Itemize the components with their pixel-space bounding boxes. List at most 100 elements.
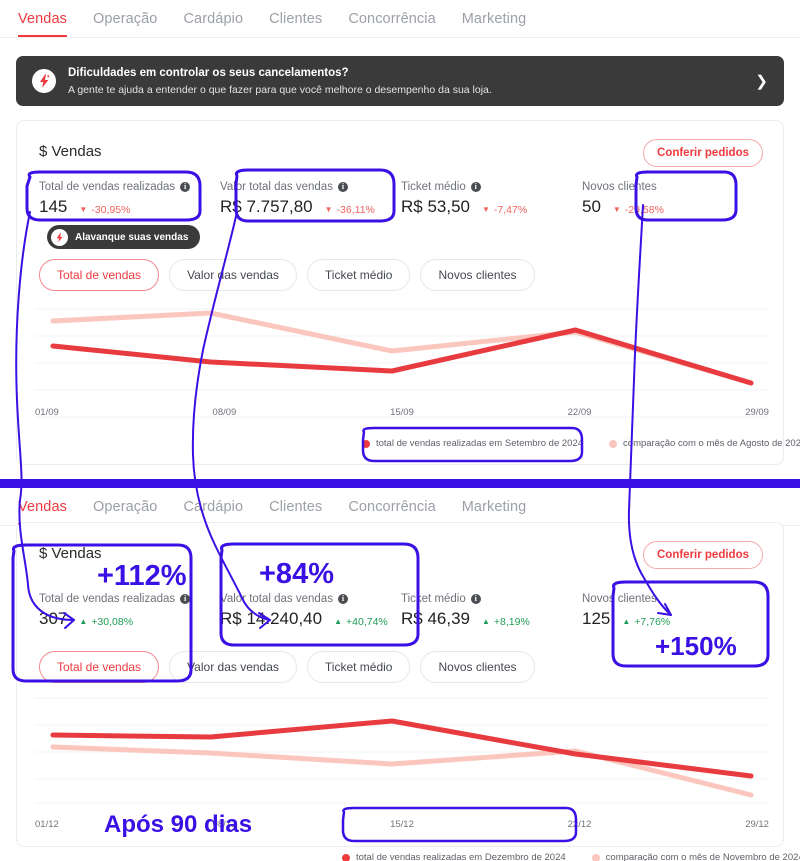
legend-item-current[interactable]: total de vendas realizadas em Setembro d…	[362, 438, 583, 449]
nav-tab-cardapio[interactable]: Cardápio	[183, 499, 244, 515]
chart-series-current	[50, 718, 754, 779]
legend-item-current[interactable]: total de vendas realizadas em Dezembro d…	[342, 852, 566, 861]
legend-dot-icon	[591, 853, 600, 861]
metric-value: 145	[39, 197, 68, 216]
metric-delta-text: +40,74%	[346, 616, 388, 628]
triangle-up-icon: ▲	[79, 617, 88, 626]
metric-label: Total de vendas realizadas i	[39, 181, 220, 193]
info-icon[interactable]: i	[470, 594, 481, 604]
chart-legend-before: total de vendas realizadas em Setembro d…	[362, 438, 800, 449]
metric-total-de-vendas-realizadas: Total de vendas realizadas i 307 ▲ +30,0…	[39, 593, 220, 629]
chart-x-axis-before: 01/09 08/09 15/09 22/09 29/09	[35, 407, 769, 418]
chip-valor-das-vendas[interactable]: Valor das vendas	[169, 651, 297, 683]
metric-label: Valor total das vendas i	[220, 593, 401, 605]
chip-novos-clientes[interactable]: Novos clientes	[420, 259, 535, 291]
axis-tick: 01/12	[35, 819, 59, 830]
conferir-pedidos-button[interactable]: Conferir pedidos	[642, 139, 763, 167]
cancellation-banner[interactable]: Dificuldades em controlar os seus cancel…	[16, 56, 784, 106]
metric-total-de-vendas-realizadas: Total de vendas realizadas i 145 ▼ -30,9…	[39, 181, 220, 217]
chip-total-de-vendas[interactable]: Total de vendas	[39, 651, 160, 683]
metric-label: Novos clientes	[582, 181, 763, 193]
metric-delta: ▼ -29,58%	[613, 204, 664, 216]
metric-label-text: Valor total das vendas	[220, 181, 333, 193]
metric-filter-chips-after: Total de vendas Valor das vendas Ticket …	[39, 651, 535, 683]
info-icon[interactable]: i	[337, 594, 348, 604]
sales-line-chart-after	[35, 691, 769, 811]
nav-tab-operacao[interactable]: Operação	[92, 499, 158, 515]
chip-valor-das-vendas[interactable]: Valor das vendas	[169, 259, 297, 291]
triangle-up-icon: ▲	[482, 617, 490, 626]
metric-row: 145 ▼ -30,95%	[39, 197, 220, 217]
metric-delta-text: +8,19%	[493, 616, 530, 628]
metric-label: Ticket médio i	[401, 593, 582, 605]
legend-item-comparison[interactable]: comparação com o mês de Agosto de 2024	[609, 438, 800, 449]
metric-label-text: Ticket médio	[401, 593, 466, 605]
metric-label-text: Ticket médio	[401, 181, 466, 193]
nav-tab-clientes[interactable]: Clientes	[269, 499, 323, 515]
axis-tick: 29/12	[745, 819, 769, 830]
chart-legend-after: total de vendas realizadas em Dezembro d…	[342, 852, 800, 861]
chip-ticket-medio[interactable]: Ticket médio	[306, 651, 411, 683]
annotation-growth-total-vendas: +112%	[97, 560, 187, 592]
info-icon[interactable]: i	[180, 182, 191, 192]
nav-tab-operacao[interactable]: Operação	[92, 11, 158, 27]
axis-tick: 15/12	[390, 819, 414, 830]
dashboard-panel-after: Vendas Operação Cardápio Clientes Concor…	[0, 488, 800, 861]
banner-title: Dificuldades em controlar os seus cancel…	[68, 66, 349, 79]
metric-label-text: Total de vendas realizadas	[39, 593, 176, 605]
chip-novos-clientes[interactable]: Novos clientes	[420, 651, 535, 683]
metric-delta: ▲ +30,08%	[79, 616, 133, 628]
axis-tick: 29/09	[745, 407, 769, 418]
chevron-right-icon[interactable]: ❯	[755, 72, 768, 90]
chart-svg	[35, 308, 769, 418]
axis-tick: 22/09	[567, 407, 592, 418]
metric-label: Novos clientes	[582, 593, 763, 605]
metric-label: Total de vendas realizadas i	[39, 593, 220, 605]
chart-gridlines	[35, 308, 769, 418]
info-icon[interactable]: i	[337, 182, 348, 192]
legend-dot-icon	[362, 439, 370, 448]
metric-delta-text: -29,58%	[624, 204, 664, 216]
conferir-pedidos-button[interactable]: Conferir pedidos	[642, 541, 763, 569]
nav-tab-vendas[interactable]: Vendas	[18, 11, 67, 37]
axis-tick: 22/12	[567, 819, 592, 830]
nav-tab-concorrencia[interactable]: Concorrência	[348, 499, 436, 515]
metric-delta: ▼ -36,11%	[325, 204, 375, 216]
annotation-growth-novos-clientes: +150%	[655, 631, 737, 661]
metric-delta-text: -36,11%	[336, 204, 375, 216]
axis-tick: 15/09	[390, 407, 414, 418]
metric-row: 307 ▲ +30,08%	[39, 609, 220, 629]
metric-value: 125	[582, 609, 611, 628]
triangle-up-icon: ▲	[334, 617, 343, 626]
nav-tab-marketing[interactable]: Marketing	[461, 11, 527, 27]
info-icon[interactable]: i	[180, 594, 191, 604]
nav-tab-concorrencia[interactable]: Concorrência	[348, 11, 436, 27]
nav-tab-marketing[interactable]: Marketing	[461, 499, 527, 515]
metric-ticket-medio: Ticket médio i R$ 46,39 ▲ +8,19%	[401, 593, 582, 629]
lightning-bolt-icon	[32, 69, 56, 93]
legend-label: total de vendas realizadas em Dezembro d…	[356, 852, 566, 861]
nav-tab-clientes[interactable]: Clientes	[269, 11, 323, 27]
metric-delta: ▲ +7,76%	[622, 616, 670, 628]
triangle-down-icon: ▼	[482, 205, 490, 214]
sales-card-before: $ Vendas Conferir pedidos Total de venda…	[16, 120, 800, 465]
metric-row: R$ 53,50 ▼ -7,47%	[401, 197, 582, 217]
sales-line-chart-before	[35, 299, 769, 419]
navigation-bar: Vendas Operação Cardápio Clientes Concor…	[0, 0, 800, 38]
legend-dot-icon	[342, 853, 350, 861]
metric-delta: ▼ -30,95%	[79, 204, 130, 216]
info-icon[interactable]: i	[470, 182, 481, 192]
alavanque-suas-vendas-badge[interactable]: Alavanque suas vendas	[47, 225, 201, 249]
chip-total-de-vendas[interactable]: Total de vendas	[39, 259, 160, 291]
metrics-row-before: Total de vendas realizadas i 145 ▼ -30,9…	[39, 181, 763, 217]
axis-tick: 08/12	[212, 819, 237, 830]
metric-row: R$ 46,39 ▲ +8,19%	[401, 609, 582, 629]
chip-ticket-medio[interactable]: Ticket médio	[306, 259, 411, 291]
legend-item-comparison[interactable]: comparação com o mês de Novembro de 2024	[591, 852, 800, 861]
banner-text: Dificuldades em controlar os seus cancel…	[68, 66, 745, 97]
metric-value: 50	[582, 197, 601, 216]
nav-tab-cardapio[interactable]: Cardápio	[183, 11, 244, 27]
metric-row: R$ 14.240,40 ▲ +40,74%	[220, 609, 401, 629]
metric-novos-clientes: Novos clientes 50 ▼ -29,58%	[582, 181, 763, 217]
metric-delta-text: +30,08%	[91, 616, 134, 628]
